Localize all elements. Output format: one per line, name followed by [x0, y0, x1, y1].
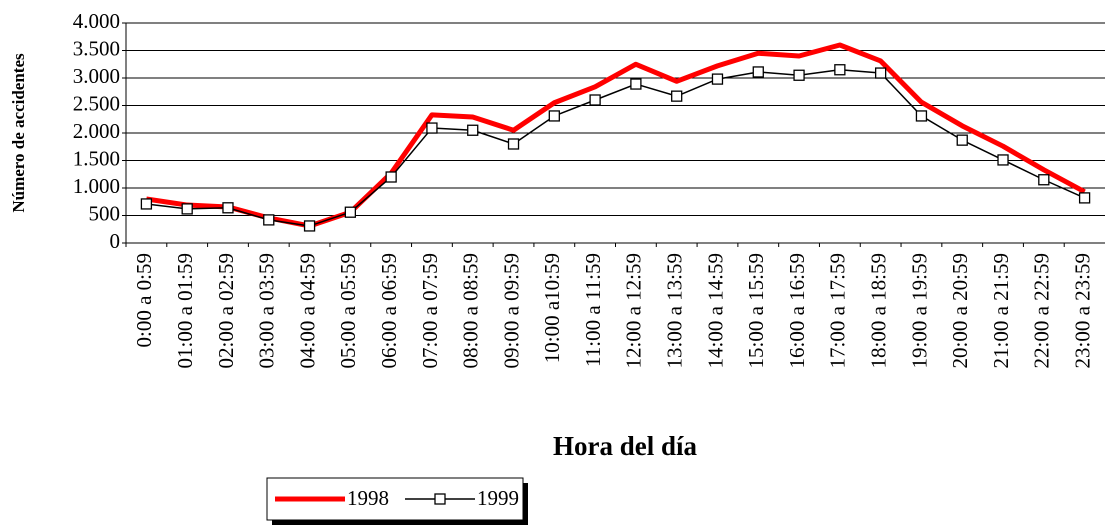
marker — [222, 202, 234, 214]
marker — [263, 214, 275, 226]
series-line — [146, 42, 1086, 229]
y-tick-label: 0 — [110, 229, 121, 253]
y-axis-title: Número de accidentes — [9, 53, 28, 213]
x-tick-label: 16:00 a 16:59 — [785, 253, 809, 369]
y-tick-label: 500 — [89, 201, 121, 225]
x-tick-label: 15:00 a 15:59 — [744, 253, 768, 369]
legend-label: 1998 — [347, 486, 389, 510]
x-tick-label: 02:00 a 02:59 — [214, 253, 238, 368]
marker — [1078, 192, 1091, 204]
x-tick-label: 14:00 a 14:59 — [703, 253, 727, 369]
marker — [181, 203, 193, 215]
marker — [671, 90, 683, 102]
series-line — [146, 69, 1085, 227]
marker — [548, 110, 560, 122]
x-tick-label: 09:00 a 09:59 — [499, 253, 523, 369]
x-tick-label: 21:00 a 21:59 — [989, 253, 1013, 369]
x-tick-label: 05:00 a 05:59 — [336, 253, 360, 369]
x-tick-label: 08:00 a 08:59 — [459, 253, 483, 369]
marker — [915, 110, 928, 122]
marker — [793, 69, 805, 81]
marker — [140, 198, 153, 210]
y-tick-label: 1.000 — [73, 174, 120, 198]
marker — [303, 220, 316, 232]
marker — [1038, 174, 1050, 186]
x-tick-label: 11:00 a 11:59 — [581, 253, 605, 367]
y-tick-label: 3.000 — [73, 64, 120, 88]
marker — [874, 67, 887, 79]
x-tick-label: 12:00 a 12:59 — [622, 253, 646, 369]
legend-marker — [434, 493, 446, 505]
marker — [711, 73, 724, 85]
x-tick-label: 07:00 a 07:59 — [418, 253, 442, 369]
x-tick-label: 19:00 a 19:59 — [907, 253, 931, 369]
marker — [589, 94, 601, 106]
marker — [385, 171, 397, 183]
marker — [834, 64, 846, 76]
marker — [997, 154, 1009, 166]
x-tick-label: 10:00 a10:59 — [540, 253, 564, 363]
marker — [956, 134, 968, 146]
marker — [752, 66, 764, 78]
x-axis-title: Hora del día — [553, 431, 698, 461]
y-tick-label: 2.000 — [73, 119, 120, 143]
legend-label: 1999 — [477, 486, 519, 510]
marker — [467, 124, 479, 136]
marker — [344, 206, 357, 218]
x-tick-label: 03:00 a 03:59 — [255, 253, 279, 369]
marker — [630, 78, 642, 90]
y-tick-label: 4.000 — [73, 9, 120, 33]
marker — [426, 122, 438, 134]
x-tick-label: 04:00 a 04:59 — [295, 253, 319, 369]
x-tick-label: 0:00 a 0:59 — [132, 253, 156, 348]
x-tick-label: 20:00 a 20:59 — [948, 253, 972, 369]
x-tick-label: 01:00 a 01:59 — [173, 253, 197, 369]
x-tick-label: 06:00 a 06:59 — [377, 253, 401, 369]
y-tick-label: 1.500 — [73, 146, 120, 170]
marker — [507, 138, 520, 150]
x-tick-label: 18:00 a 18:59 — [866, 253, 890, 369]
x-tick-label: 22:00 a 22:59 — [1030, 253, 1054, 369]
y-tick-label: 3.500 — [73, 36, 120, 60]
x-tick-label: 23:00 a 23:59 — [1070, 253, 1094, 369]
x-tick-label: 17:00 a 17:59 — [826, 253, 850, 369]
x-tick-label: 13:00 a 13:59 — [663, 253, 687, 369]
y-tick-label: 2.500 — [73, 91, 120, 115]
